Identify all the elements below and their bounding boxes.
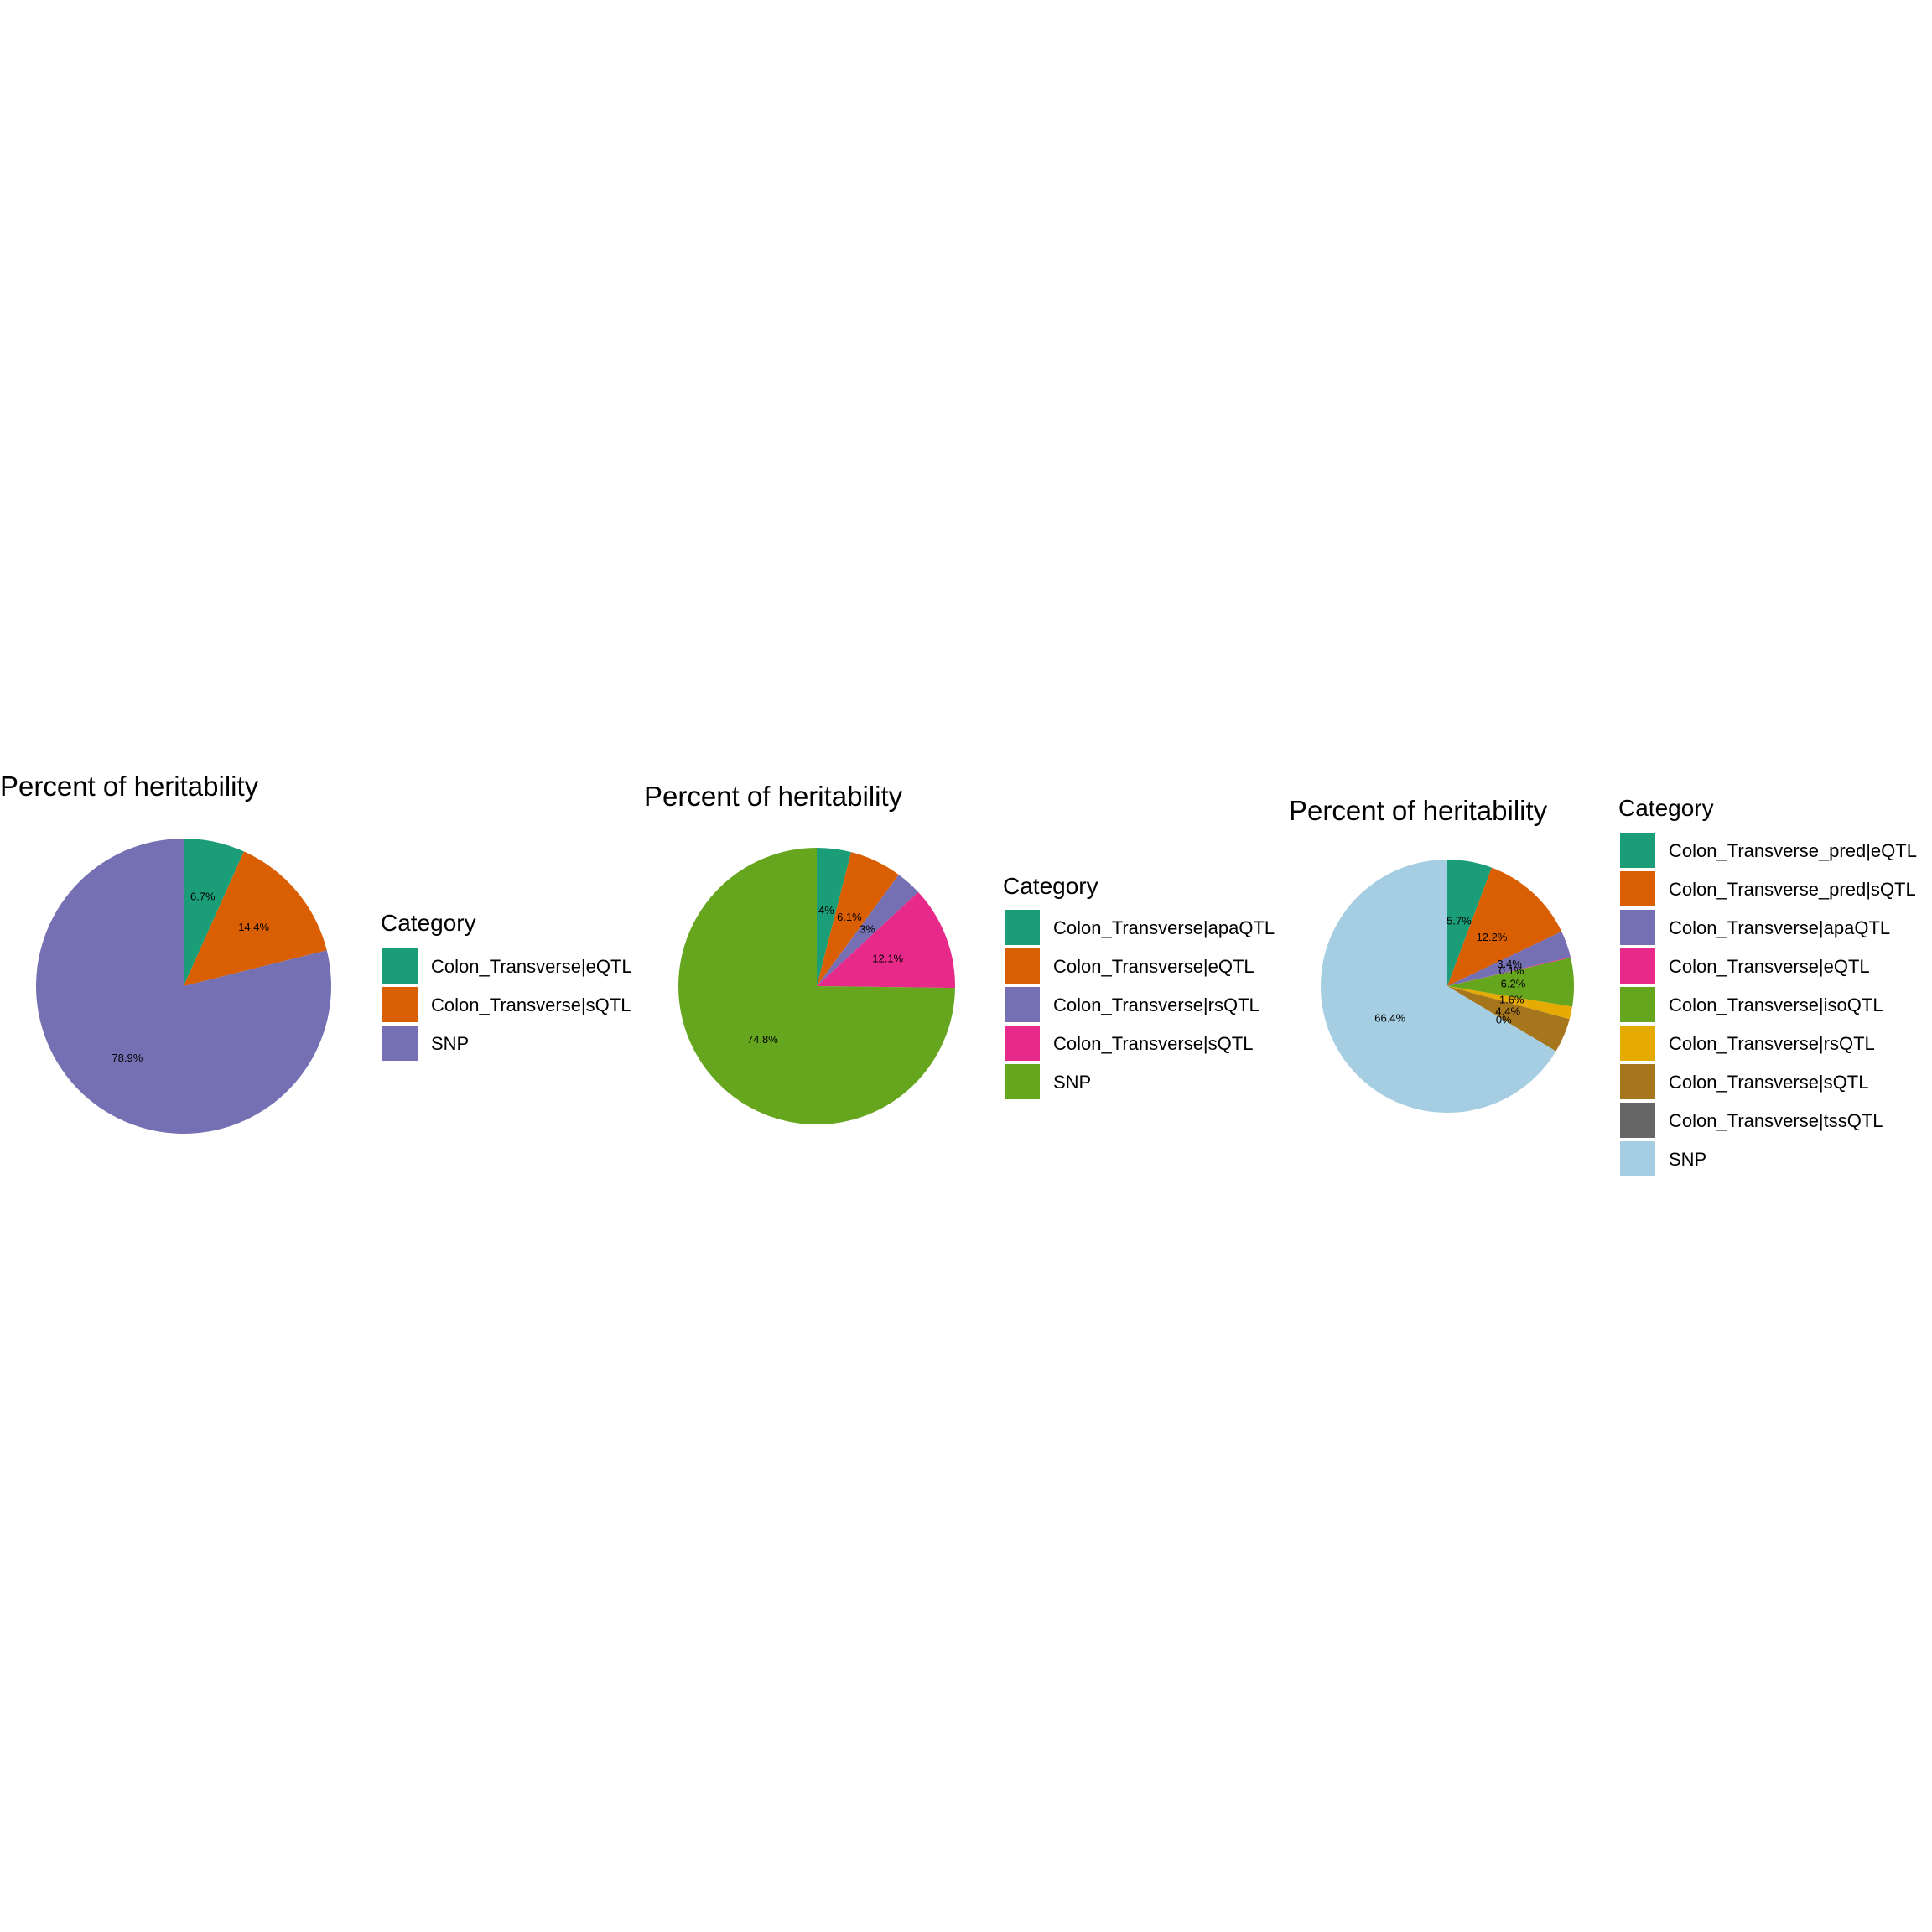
pie-wedges bbox=[1321, 860, 1574, 1113]
legend-key-colon-transverse-rsqtl bbox=[1005, 987, 1040, 1022]
pie-slice-colon-transverse-eqtl bbox=[1447, 957, 1571, 986]
legend-key-colon-transverse-sqtl bbox=[1005, 1026, 1040, 1061]
legend-key-snp bbox=[382, 1026, 418, 1061]
legend-label-snp: SNP bbox=[1053, 1072, 1091, 1093]
slice-label-colon-transverse-rsqtl: 1.6% bbox=[1499, 994, 1524, 1006]
pie-slice-colon-transverse-eqtl bbox=[817, 852, 899, 986]
legend-label-colon-transverse-pred-sqtl: Colon_Transverse_pred|sQTL bbox=[1669, 879, 1916, 900]
legend-label-snp: SNP bbox=[1669, 1149, 1706, 1170]
pie-slice-colon-transverse-sqtl bbox=[184, 851, 327, 986]
pie-slice-colon-transverse-pred-eqtl bbox=[1447, 860, 1492, 986]
legend: Category Colon_Transverse|eQTL Colon_Trans… bbox=[381, 910, 632, 1061]
legend-key-colon-transverse-isoqtl bbox=[1620, 987, 1655, 1022]
slice-label-colon-transverse-sqtl: 4.4% bbox=[1495, 1005, 1520, 1018]
pie-slice-snp bbox=[36, 839, 332, 1134]
legend-label-colon-transverse-apaqtl: Colon_Transverse|apaQTL bbox=[1669, 917, 1890, 938]
pie-slice-labels: 5.7% 12.2% 3.4%0.1%6.2% 1.6%4.4%0% 66.4% bbox=[1374, 915, 1525, 1026]
slice-label-snp: 78.9% bbox=[112, 1052, 143, 1064]
legend-title: Category bbox=[1003, 873, 1098, 899]
legend: Category Colon_Transverse|apaQTL Colon_Tra… bbox=[1003, 873, 1275, 1099]
legend-label-colon-transverse-isoqtl: Colon_Transverse|isoQTL bbox=[1669, 995, 1883, 1015]
legend-label-colon-transverse-apaqtl: Colon_Transverse|apaQTL bbox=[1053, 917, 1275, 938]
legend: Category Colon_Transverse_pred|eQTL Colon_… bbox=[1618, 795, 1917, 1176]
legend-key-colon-transverse-pred-eqtl bbox=[1620, 833, 1655, 868]
legend-key-colon-transverse-eqtl bbox=[1005, 948, 1040, 984]
legend-key-colon-transverse-pred-sqtl bbox=[1620, 871, 1655, 906]
pie-slice-colon-transverse-rsqtl bbox=[817, 875, 918, 986]
legend-key-colon-transverse-rsqtl bbox=[1620, 1026, 1655, 1061]
pie-slice-labels: 6.7% 14.4% 78.9% bbox=[112, 890, 269, 1064]
legend-key-colon-transverse-apaqtl bbox=[1620, 910, 1655, 945]
legend-label-colon-transverse-eqtl: Colon_Transverse|eQTL bbox=[1053, 956, 1254, 977]
pie-slice-snp bbox=[678, 848, 955, 1124]
slice-label-colon-transverse-isoqtl: 6.2% bbox=[1501, 978, 1526, 990]
slice-label-colon-transverse-apaqtl: 3.4% bbox=[1497, 958, 1522, 970]
legend-key-colon-transverse-sqtl bbox=[1620, 1064, 1655, 1099]
legend-label-colon-transverse-eqtl: Colon_Transverse|eQTL bbox=[1669, 956, 1870, 977]
slice-label-colon-transverse-pred-eqtl: 5.7% bbox=[1446, 915, 1472, 927]
slice-label-colon-transverse-rsqtl: 3% bbox=[860, 922, 875, 935]
slice-label-snp: 66.4% bbox=[1374, 1012, 1405, 1025]
legend-label-colon-transverse-sqtl: Colon_Transverse|sQTL bbox=[1053, 1033, 1253, 1054]
pie-chart-3: Percent of heritability 5.7% 12.2% 3.4%0.1%… bbox=[1289, 795, 1917, 1176]
pie-chart-1: Percent of heritability 6.7% 14.4% 78.9% Cat… bbox=[0, 771, 632, 1134]
legend-key-snp bbox=[1005, 1064, 1040, 1099]
pie-slice-colon-transverse-pred-sqtl bbox=[1447, 867, 1562, 986]
slice-label-colon-transverse-sqtl: 14.4% bbox=[238, 921, 269, 933]
legend-label-colon-transverse-rsqtl: Colon_Transverse|rsQTL bbox=[1053, 995, 1259, 1015]
legend-key-colon-transverse-eqtl bbox=[382, 948, 418, 984]
pie-slice-snp bbox=[1321, 860, 1556, 1113]
slice-label-colon-transverse-tssqtl: 0% bbox=[1496, 1013, 1512, 1026]
pie-chart-2: Percent of heritability 4%6.1%3% 12.1% 74.8… bbox=[644, 781, 1275, 1124]
pie-wedges bbox=[36, 839, 332, 1134]
slice-label-colon-transverse-apaqtl: 4% bbox=[818, 904, 834, 917]
legend-label-colon-transverse-rsqtl: Colon_Transverse|rsQTL bbox=[1669, 1033, 1875, 1054]
slice-label-colon-transverse-eqtl: 6.1% bbox=[837, 911, 862, 923]
pie-wedges bbox=[678, 848, 955, 1124]
legend-key-colon-transverse-sqtl bbox=[382, 987, 418, 1022]
legend-key-colon-transverse-tssqtl bbox=[1620, 1103, 1655, 1138]
pie-slice-colon-transverse-apaqtl bbox=[1447, 931, 1571, 986]
pie-slice-colon-transverse-eqtl bbox=[184, 839, 244, 986]
legend-key-snp bbox=[1620, 1141, 1655, 1176]
chart-title: Percent of heritability bbox=[0, 771, 259, 802]
legend-key-colon-transverse-eqtl bbox=[1620, 948, 1655, 984]
pie-slice-colon-transverse-isoqtl bbox=[1447, 958, 1574, 1007]
legend-label-colon-transverse-tssqtl: Colon_Transverse|tssQTL bbox=[1669, 1110, 1883, 1131]
slice-label-colon-transverse-pred-sqtl: 12.2% bbox=[1477, 931, 1508, 943]
legend-title: Category bbox=[1618, 795, 1714, 821]
legend-title: Category bbox=[381, 910, 476, 936]
legend-label-colon-transverse-sqtl: Colon_Transverse|sQTL bbox=[431, 995, 631, 1015]
legend-label-colon-transverse-sqtl: Colon_Transverse|sQTL bbox=[1669, 1072, 1868, 1093]
pie-slice-colon-transverse-sqtl bbox=[1447, 986, 1570, 1052]
chart-title: Percent of heritability bbox=[1289, 795, 1548, 826]
legend-label-colon-transverse-pred-eqtl: Colon_Transverse_pred|eQTL bbox=[1669, 840, 1917, 861]
legend-label-colon-transverse-eqtl: Colon_Transverse|eQTL bbox=[431, 956, 632, 977]
pie-slice-colon-transverse-apaqtl bbox=[817, 848, 852, 986]
slice-label-colon-transverse-eqtl: 6.7% bbox=[190, 890, 216, 902]
slice-label-snp: 74.8% bbox=[747, 1033, 778, 1046]
slice-label-colon-transverse-sqtl: 12.1% bbox=[872, 952, 903, 964]
pie-slice-colon-transverse-rsqtl bbox=[1447, 986, 1572, 1020]
slice-label-colon-transverse-eqtl: 0.1% bbox=[1499, 964, 1524, 977]
legend-key-colon-transverse-apaqtl bbox=[1005, 910, 1040, 945]
chart-title: Percent of heritability bbox=[644, 781, 903, 812]
pie-slice-colon-transverse-sqtl bbox=[817, 891, 955, 989]
pie-slice-labels: 4%6.1%3% 12.1% 74.8% bbox=[747, 904, 904, 1046]
legend-label-snp: SNP bbox=[431, 1033, 469, 1054]
